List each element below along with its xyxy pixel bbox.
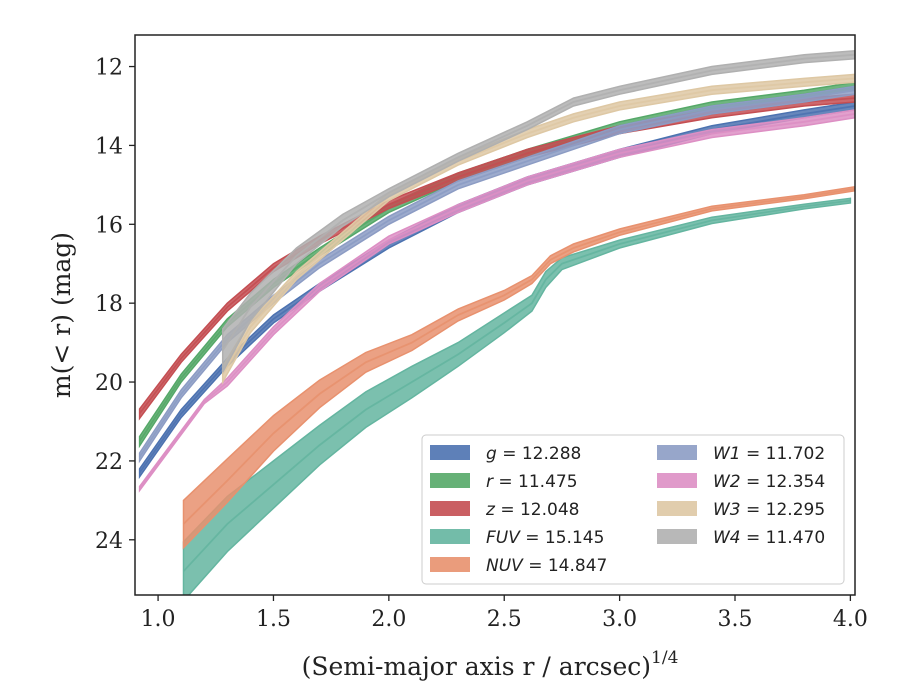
series-nuv-line (182, 187, 855, 525)
legend-entry-r: r = 11.475 (430, 472, 578, 492)
legend-swatch (430, 501, 470, 516)
y-tick-label: 14 (95, 134, 123, 159)
y-tick-label: 18 (95, 292, 123, 317)
legend-swatch (430, 529, 470, 544)
legend-swatch (657, 445, 697, 460)
series-w4 (221, 50, 855, 373)
series-w2-band (138, 109, 855, 493)
x-axis-label: (Semi-major axis r / arcsec)1/4 (302, 648, 679, 681)
series-layer (138, 50, 855, 595)
legend: g = 12.288 r = 11.475 z = 12.048 FUV = 15.1… (421, 434, 845, 585)
x-tick-label: 3.0 (602, 607, 637, 632)
y-tick-label: 20 (95, 371, 123, 396)
y-tick-label: 16 (95, 213, 123, 238)
legend-entry-g: g = 12.288 (430, 444, 581, 464)
x-tick-label: 1.0 (141, 607, 176, 632)
legend-swatch (657, 501, 697, 516)
legend-entry-w4: W4 = 11.470 (657, 528, 825, 548)
x-tick-label: 2.5 (487, 607, 522, 632)
legend-swatch (430, 473, 470, 488)
legend-label: r = 11.475 (486, 472, 578, 492)
legend-label: W2 = 12.354 (713, 472, 825, 492)
legend-label: W4 = 11.470 (713, 528, 825, 548)
x-tick-label: 3.5 (718, 607, 753, 632)
series-w3-line (221, 77, 855, 375)
x-axis-label-text: (Semi-major axis r / arcsec) (302, 652, 651, 681)
y-tick-label: 12 (95, 56, 123, 81)
y-axis-label: m(< r) (mag) (47, 232, 76, 398)
legend-entry-fuv: FUV = 15.145 (430, 528, 604, 548)
series-w1-line (138, 89, 855, 458)
series-w2 (138, 109, 855, 493)
legend-label: g = 12.288 (486, 444, 581, 464)
legend-label: z = 12.048 (485, 500, 579, 520)
legend-label: W3 = 12.295 (713, 500, 825, 520)
legend-swatch (430, 445, 470, 460)
series-w4-band (221, 50, 855, 373)
x-axis-label-exponent: 1/4 (651, 648, 678, 668)
series-nuv-band (182, 186, 855, 550)
series-fuv-line (182, 199, 851, 572)
y-tick-label: 24 (95, 529, 123, 554)
legend-entry-z: z = 12.048 (430, 500, 579, 520)
legend-swatch (657, 473, 697, 488)
series-nuv (182, 186, 855, 550)
legend-label: FUV = 15.145 (486, 528, 604, 548)
legend-label: NUV = 14.847 (486, 556, 607, 576)
legend-label: W1 = 11.702 (713, 444, 825, 464)
ticks-layer: 1.0 1.5 2.0 2.5 3.0 3.5 4.0 12 14 16 18 20 22 24 (95, 56, 868, 632)
legend-frame (421, 434, 845, 585)
x-tick-label: 2.0 (371, 607, 406, 632)
legend-swatch (657, 529, 697, 544)
x-tick-label: 1.5 (256, 607, 291, 632)
y-tick-label: 22 (95, 450, 123, 475)
series-w2-line (138, 113, 855, 490)
legend-entry-nuv: NUV = 14.847 (430, 556, 607, 576)
legend-entry-w1: W1 = 11.702 (657, 444, 825, 464)
series-fuv (182, 197, 852, 595)
legend-entry-w3: W3 = 12.295 (657, 500, 825, 520)
legend-swatch (430, 557, 470, 572)
legend-entry-w2: W2 = 12.354 (657, 472, 825, 492)
plot-frame (134, 34, 856, 596)
x-tick-label: 4.0 (833, 607, 868, 632)
series-w4-line (221, 53, 855, 351)
series-fuv-band (182, 197, 852, 595)
